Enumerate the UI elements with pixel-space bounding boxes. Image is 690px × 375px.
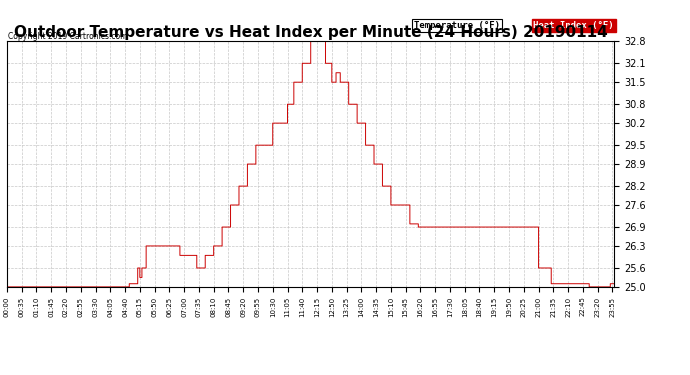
Text: Heat Index (°F): Heat Index (°F) (533, 21, 614, 30)
Text: Temperature (°F): Temperature (°F) (414, 21, 500, 30)
Title: Outdoor Temperature vs Heat Index per Minute (24 Hours) 20190114: Outdoor Temperature vs Heat Index per Mi… (14, 25, 607, 40)
Text: Copyright 2019 Cartronics.com: Copyright 2019 Cartronics.com (8, 32, 128, 41)
